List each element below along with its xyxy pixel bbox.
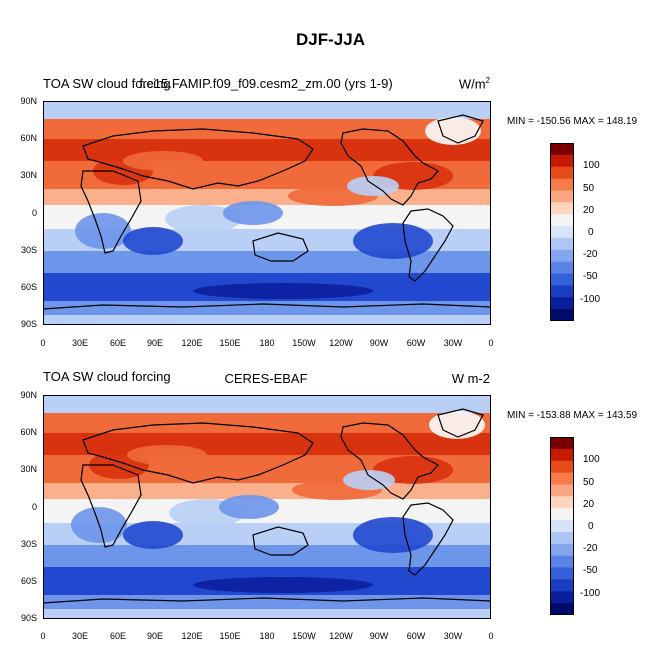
lon-label: 150E	[219, 338, 241, 348]
lon-label: 90E	[146, 631, 164, 641]
colorbar-label: 50	[583, 183, 595, 194]
map-panel-2	[43, 395, 491, 619]
lat-label: 30S	[20, 539, 37, 549]
lon-label: 0	[40, 338, 46, 348]
map-panel-1	[43, 101, 491, 325]
lat-label: 0	[31, 208, 37, 218]
lat-label: 90N	[20, 96, 37, 106]
panel-2-center-title: CERES-EBAF	[224, 371, 308, 386]
lon-label: 30W	[443, 338, 463, 348]
lon-label: 90E	[146, 338, 164, 348]
lon-label: 30W	[443, 631, 463, 641]
lon-label: 60W	[406, 631, 426, 641]
lat-label: 60S	[20, 282, 37, 292]
lon-label: 120E	[181, 631, 203, 641]
colorbar-label: 100	[583, 160, 600, 171]
colorbar-label: 0	[588, 227, 594, 238]
panel-1-min-max: MIN = -150.56 MAX = 148.19	[507, 116, 638, 127]
lon-label: 120E	[181, 338, 203, 348]
lat-label: 30N	[20, 464, 37, 474]
lon-label: 0	[40, 631, 46, 641]
figure-title: DJF-JJA	[296, 30, 365, 49]
colorbar-label: -20	[583, 249, 598, 260]
lat-label: 60N	[20, 427, 37, 437]
colorbar-label: -20	[583, 543, 598, 554]
colorbar-label: -50	[583, 565, 598, 576]
lon-label: 0	[488, 631, 494, 641]
lon-label: 60E	[109, 631, 127, 641]
lon-label: 60E	[109, 338, 127, 348]
colorbar-2	[550, 437, 574, 615]
lat-label: 90S	[20, 613, 37, 623]
lon-label: 150W	[292, 338, 316, 348]
colorbar-label: 0	[588, 521, 594, 532]
panel-1-left-title: TOA SW cloud forcing	[43, 76, 171, 91]
lat-label: 90S	[20, 319, 37, 329]
panel-2-min-max: MIN = -153.88 MAX = 143.59	[507, 410, 638, 421]
colorbar-1	[550, 143, 574, 321]
lon-label: 120W	[329, 338, 353, 348]
panel-1-units: W/m2	[458, 76, 490, 92]
lon-label: 90W	[369, 338, 389, 348]
lon-label: 30E	[71, 631, 89, 641]
lon-label: 0	[488, 338, 494, 348]
lat-label: 30N	[20, 170, 37, 180]
lat-label: 60S	[20, 576, 37, 586]
lon-label: 150E	[219, 631, 241, 641]
panel-1-center-title: f.e15.FAMIP.f09_f09.cesm2_zm.00 (yrs 1-9…	[139, 76, 393, 91]
colorbar-label: -100	[580, 294, 601, 305]
colorbar-label: -100	[580, 588, 601, 599]
colorbar-label: 100	[583, 454, 600, 465]
panel-2-units: W m-2	[451, 371, 490, 386]
lat-label: 90N	[20, 390, 37, 400]
lon-label: 150W	[292, 631, 316, 641]
colorbar-label: -50	[583, 271, 598, 282]
lon-label: 30E	[71, 338, 89, 348]
lon-label: 180	[259, 338, 275, 348]
colorbar-label: 20	[583, 205, 595, 216]
lon-label: 60W	[406, 338, 426, 348]
colorbar-label: 20	[583, 499, 595, 510]
lat-label: 0	[31, 502, 37, 512]
panel-2-left-title: TOA SW cloud forcing	[43, 369, 171, 384]
lon-label: 120W	[329, 631, 353, 641]
lon-label: 90W	[369, 631, 389, 641]
lat-label: 30S	[20, 245, 37, 255]
lat-label: 60N	[20, 133, 37, 143]
colorbar-label: 50	[583, 477, 595, 488]
lon-label: 180	[259, 631, 275, 641]
